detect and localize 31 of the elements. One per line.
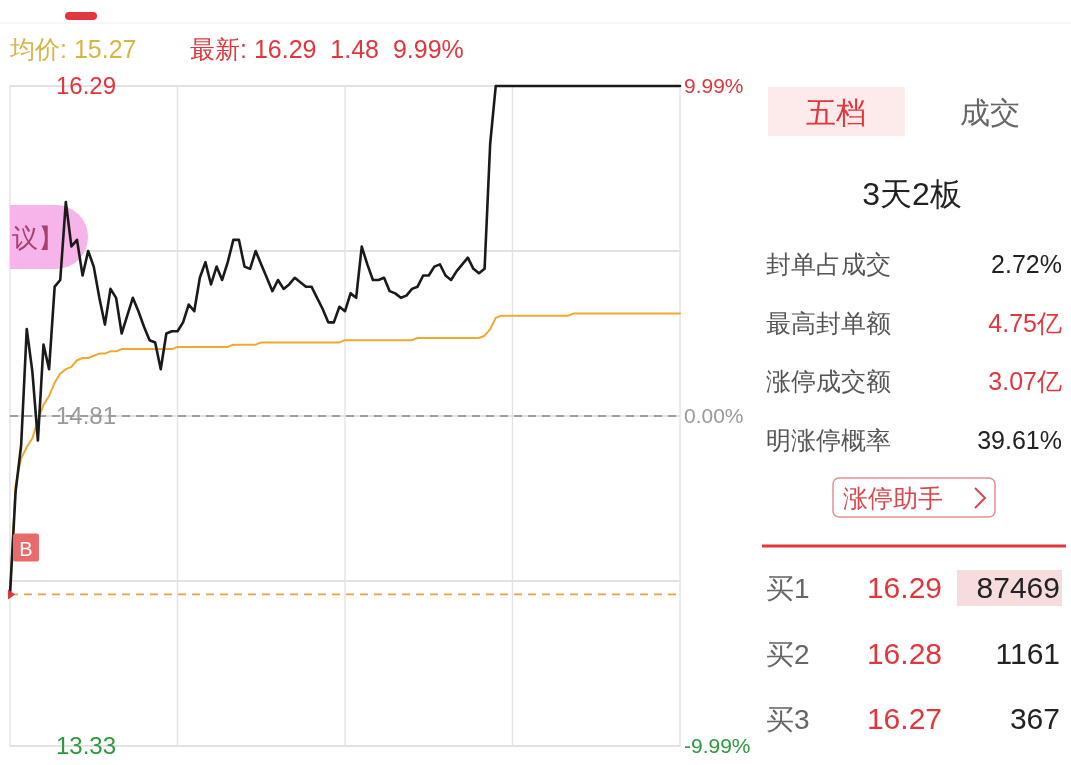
text: 买2 [766,638,810,670]
text: 16.29 [866,571,942,604]
text: 2.72% [991,250,1062,278]
text: 16.27 [866,702,942,735]
y2-tick-label: -9.99% [684,734,751,758]
text: 封单占成交 [766,250,891,278]
text: 4.75亿 [988,308,1062,337]
chart-subtitle: 最新: 16.29 1.48 9.99% [190,35,464,63]
text: 3.07亿 [988,367,1062,395]
y-tick-label: 14.81 [56,402,117,430]
text: 买1 [766,573,810,604]
text: 涨停助手 [843,484,943,512]
text: 买3 [766,704,810,735]
y-tick-label: 16.29 [56,72,117,100]
text: 367 [1009,702,1060,735]
text: 1161 [995,636,1060,670]
annotation: B [19,538,33,561]
text: 最高封单额 [766,308,891,337]
y-tick-label: 13.33 [56,732,117,760]
y2-tick-label: 0.00% [684,404,744,428]
text: 3天2板 [862,176,962,212]
text: 16.28 [866,636,942,670]
text: 五档 [806,96,866,129]
text: 涨停成交额 [766,367,891,395]
text: 39.61% [977,425,1062,454]
text: 明涨停概率 [766,425,891,454]
text: 成交 [960,96,1020,129]
text: 87469 [976,571,1060,604]
annotation: 议】 [12,223,64,253]
y2-tick-label: 9.99% [684,74,744,98]
chart-title: 均价: 15.27 [9,35,137,63]
